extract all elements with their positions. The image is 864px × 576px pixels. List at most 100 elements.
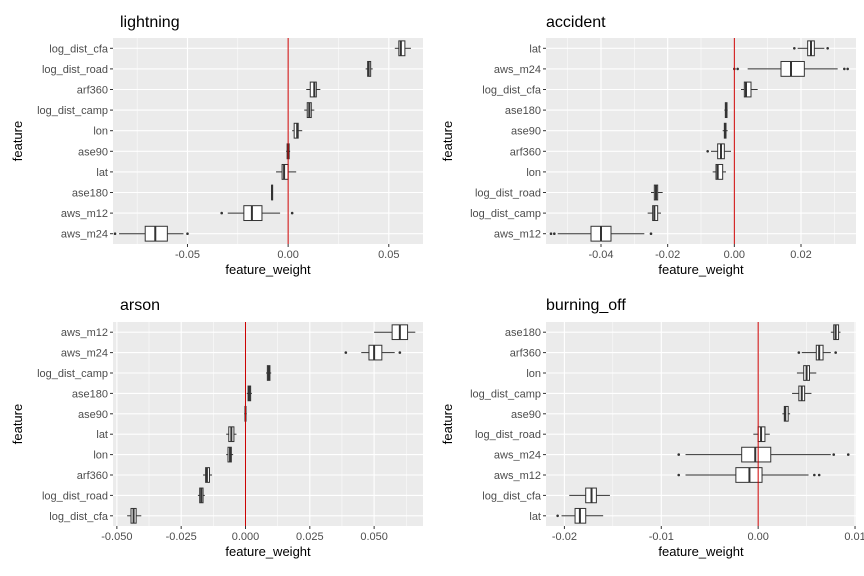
y-tick-label: ase90 <box>78 146 108 158</box>
box-lon <box>226 446 234 463</box>
box-iqr <box>309 81 317 98</box>
outlier-point <box>843 67 846 71</box>
outlier-point <box>677 453 681 456</box>
box-iqr <box>144 225 168 242</box>
y-tick-label: arf360 <box>77 85 108 97</box>
outlier-point <box>398 351 402 354</box>
y-tick-label: log_dist_camp <box>37 368 108 380</box>
y-tick-label: ase180 <box>72 388 108 400</box>
box-lat <box>276 163 297 180</box>
box-log_dist_road <box>651 184 663 201</box>
y-tick-label: log_dist_road <box>42 490 108 502</box>
y-tick-label: lat <box>529 43 541 55</box>
outlier-point <box>556 514 559 518</box>
panel-burning_off: -0.02 -0.01 0.00 0.01 ase180 arf360 lon log_dis… <box>440 297 864 559</box>
outlier-point <box>344 351 348 354</box>
y-tick-label: log_dist_road <box>42 64 108 76</box>
y-tick-label: lon <box>526 368 541 380</box>
outlier-point <box>813 473 816 477</box>
x-tick-label: 0.05 <box>378 249 399 261</box>
x-axis-label: feature_weight <box>658 544 744 559</box>
box-log_dist_cfa <box>394 40 411 57</box>
x-tick-label: 0.01 <box>844 531 864 543</box>
panel-title: lightning <box>120 14 180 31</box>
y-tick-label: lon <box>93 450 108 462</box>
box-iqr <box>715 163 724 180</box>
outlier-point <box>793 47 796 50</box>
y-tick-label: lat <box>529 511 541 523</box>
box-ase180 <box>246 385 252 402</box>
box-aws_m24 <box>733 60 849 77</box>
outlier-point <box>677 473 681 477</box>
y-tick-label: aws_m12 <box>61 327 108 339</box>
outlier-point <box>826 47 829 50</box>
box-lon <box>292 122 303 139</box>
box-arf360 <box>306 81 321 98</box>
outlier-point <box>220 211 224 215</box>
panel-title: burning_off <box>546 297 626 314</box>
y-tick-label: log_dist_cfa <box>49 511 109 523</box>
x-axis-label: feature_weight <box>225 262 311 277</box>
y-tick-label: ase180 <box>72 188 108 200</box>
box-lat <box>793 40 829 57</box>
panel-lightning: -0.05 0.00 0.05 log_dist_cfa log_dist_roadar… <box>10 14 423 277</box>
x-tick-label: -0.02 <box>552 531 577 543</box>
y-tick-label: ase180 <box>505 327 541 339</box>
y-tick-label: ase90 <box>78 409 108 421</box>
box-aws_m24 <box>113 225 189 242</box>
x-tick-label: -0.05 <box>175 249 200 261</box>
y-tick-label: log_dist_camp <box>470 388 541 400</box>
box-aws_m12 <box>549 225 653 242</box>
panel-title: arson <box>120 297 160 314</box>
outlier-point <box>832 453 836 456</box>
y-tick-label: log_dist_road <box>475 188 541 200</box>
box-log_dist_cfa <box>741 81 758 98</box>
outlier-point <box>553 232 556 235</box>
box-log_dist_camp <box>304 102 315 119</box>
panel-background <box>546 322 856 526</box>
y-tick-label: aws_m12 <box>494 470 541 482</box>
y-tick-label: aws_m12 <box>61 208 108 220</box>
x-tick-label: 0.00 <box>277 249 298 261</box>
box-ase180 <box>271 184 274 201</box>
box-lon <box>796 365 817 381</box>
y-tick-label: arf360 <box>77 470 108 482</box>
box-arf360 <box>797 344 837 361</box>
y-tick-label: ase90 <box>511 409 541 421</box>
y-tick-label: lat <box>96 167 108 179</box>
box-log_dist_camp <box>792 385 812 402</box>
panel-accident: -0.04 -0.02 0.00 0.02 lat aws_m24 log_dist_cfa… <box>440 14 856 277</box>
outlier-point <box>113 232 117 235</box>
box-lat <box>226 426 237 443</box>
box-iqr <box>398 40 406 57</box>
panel-title: accident <box>546 14 606 31</box>
outlier-point <box>846 453 850 456</box>
x-tick-label: 0.025 <box>296 531 324 543</box>
box-aws_m12 <box>220 205 294 222</box>
box-iqr <box>743 81 752 98</box>
y-tick-label: lon <box>93 126 108 138</box>
x-tick-label: 0.00 <box>747 531 768 543</box>
outlier-point <box>846 67 849 71</box>
y-axis-label: feature <box>440 121 455 161</box>
box-iqr <box>243 205 263 222</box>
outlier-point <box>797 351 801 354</box>
box-ase180 <box>830 324 841 341</box>
box-aws_m24 <box>344 344 402 361</box>
y-tick-label: lat <box>96 429 108 441</box>
y-tick-label: arf360 <box>510 348 541 360</box>
x-tick-label: -0.04 <box>588 249 613 261</box>
x-tick-label: 0.00 <box>724 249 745 261</box>
box-ase90 <box>722 122 728 139</box>
box-log_dist_cfa <box>569 487 610 504</box>
box-lat <box>556 507 604 524</box>
y-tick-label: ase180 <box>505 105 541 117</box>
box-aws_m12 <box>677 467 821 483</box>
outlier-point <box>706 150 709 153</box>
y-tick-label: ase90 <box>511 126 541 138</box>
x-tick-label: 0.050 <box>360 531 388 543</box>
box-log_dist_road <box>197 487 205 504</box>
y-tick-label: aws_m24 <box>494 64 541 76</box>
